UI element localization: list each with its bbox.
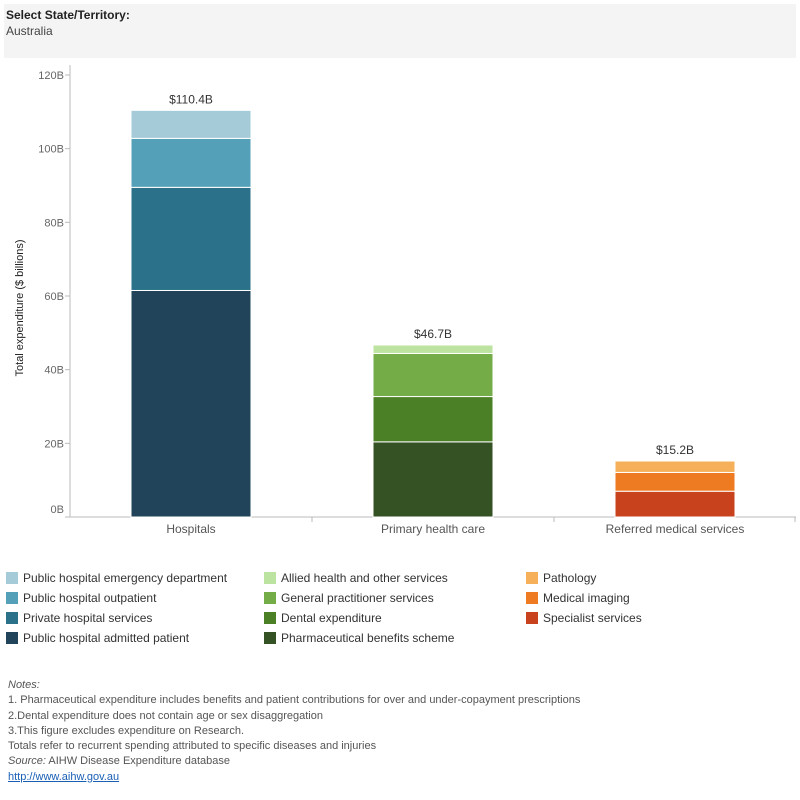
state-filter-dropdown[interactable]: Australia	[6, 24, 53, 38]
bar-segment-private-hospital-services[interactable]: Private hospital services	[130, 186, 252, 291]
legend-item-allied-health-and-other-services[interactable]: Allied health and other services	[264, 571, 448, 585]
notes-heading: Notes:	[8, 679, 40, 691]
total-label-referred-medical-services: $15.2B	[656, 443, 694, 457]
legend-item-private-hospital-services[interactable]: Private hospital services	[6, 611, 152, 625]
legend-swatch	[264, 572, 276, 584]
total-label-primary-health-care: $46.7B	[414, 327, 452, 341]
y-tick-label: 60B	[44, 291, 64, 303]
legend-label: Medical imaging	[543, 591, 630, 605]
legend-swatch	[264, 592, 276, 604]
y-tick-label: 20B	[44, 438, 64, 450]
expenditure-chart: 0B 20B 40B 60B 80B 100B 120B Total expenditure …	[14, 65, 796, 536]
x-tick-label-hospitals: Hospitals	[166, 522, 215, 536]
legend-label: Allied health and other services	[281, 571, 448, 585]
legend-label: Pharmaceutical benefits scheme	[281, 631, 455, 645]
legend-item-public-hospital-outpatient[interactable]: Public hospital outpatient	[6, 591, 156, 605]
note-line-2: 2.Dental expenditure does not contain ag…	[8, 709, 323, 722]
legend-label: Private hospital services	[23, 611, 153, 625]
bar-segment-public-hospital-admitted-patient[interactable]: Public hospital admitted patient	[130, 289, 252, 518]
legend-swatch	[526, 612, 538, 624]
legend-item-pharmaceutical-benefits-scheme[interactable]: Pharmaceutical benefits scheme	[264, 631, 454, 645]
x-tick-label-referred-medical-services: Referred medical services	[606, 522, 745, 536]
bar-segment-general-practitioner-services[interactable]: General practitioner services	[372, 352, 494, 398]
y-axis-label: Total expenditure ($ billions)	[14, 240, 26, 377]
legend-item-medical-imaging[interactable]: Medical imaging	[526, 591, 630, 605]
source-line: Source: AIHW Disease Expenditure databas…	[8, 754, 580, 769]
legend-label: Specialist services	[543, 611, 642, 625]
source-text: AIHW Disease Expenditure database	[45, 755, 230, 768]
legend-swatch	[264, 612, 276, 624]
y-tick-label: 0B	[51, 504, 64, 516]
bar-segment-medical-imaging[interactable]: Medical imaging	[614, 471, 736, 492]
legend-swatch	[6, 572, 18, 584]
y-tick-label: 100B	[38, 144, 64, 156]
bar-segment-specialist-services[interactable]: Specialist services	[614, 490, 736, 518]
x-tick-label-primary-health-care: Primary health care	[381, 522, 485, 536]
legend-label: Pathology	[543, 571, 597, 585]
legend-swatch	[526, 592, 538, 604]
legend-swatch	[526, 572, 538, 584]
legend-swatch	[6, 592, 18, 604]
legend-swatch	[6, 612, 18, 624]
aihw-link[interactable]: http://www.aihw.gov.au	[8, 770, 120, 783]
source-label: Source:	[8, 755, 46, 768]
notes-section: Notes: 1. Pharmaceutical expenditure inc…	[8, 678, 580, 785]
legend-item-specialist-services[interactable]: Specialist services	[526, 611, 642, 625]
y-tick-label: 80B	[44, 217, 64, 229]
legend-swatch	[264, 632, 276, 644]
legend-label: Public hospital admitted patient	[23, 631, 190, 645]
y-tick-label: 120B	[38, 70, 64, 82]
chart-legend: Public hospital emergency department Publ…	[6, 571, 796, 651]
legend-label: General practitioner services	[281, 591, 434, 605]
bar-segment-dental-expenditure[interactable]: Dental expenditure	[372, 396, 494, 443]
legend-swatch	[6, 632, 18, 644]
note-line-4: Totals refer to recurrent spending attri…	[8, 740, 377, 753]
y-tick-label: 40B	[44, 365, 64, 377]
bar-segment-public-hospital-outpatient[interactable]: Public hospital outpatient	[130, 137, 252, 188]
note-line-3: 3.This figure excludes expenditure on Re…	[8, 724, 245, 737]
note-line-1: 1. Pharmaceutical expenditure includes b…	[8, 694, 581, 707]
legend-item-pathology[interactable]: Pathology	[526, 571, 596, 585]
legend-label: Dental expenditure	[281, 611, 382, 625]
legend-item-public-hospital-emergency-department[interactable]: Public hospital emergency department	[6, 571, 227, 585]
legend-label: Public hospital outpatient	[23, 591, 157, 605]
bar-segment-allied-health-and-other-services[interactable]: Allied health and other services	[372, 344, 494, 354]
legend-label: Public hospital emergency department	[23, 571, 228, 585]
state-filter-panel: Select State/Territory: Australia	[4, 4, 796, 58]
bar-segment-public-hospital-emergency-department[interactable]: Public hospital emergency department	[130, 109, 252, 139]
legend-item-general-practitioner-services[interactable]: General practitioner services	[264, 591, 434, 605]
bar-segment-pharmaceutical-benefits-scheme[interactable]: Pharmaceutical benefits scheme	[372, 441, 494, 518]
state-filter-label: Select State/Territory:	[6, 8, 130, 22]
legend-item-public-hospital-admitted-patient[interactable]: Public hospital admitted patient	[6, 631, 189, 645]
total-label-hospitals: $110.4B	[169, 92, 213, 106]
legend-item-dental-expenditure[interactable]: Dental expenditure	[264, 611, 382, 625]
bar-segment-pathology[interactable]: Pathology	[614, 460, 736, 473]
